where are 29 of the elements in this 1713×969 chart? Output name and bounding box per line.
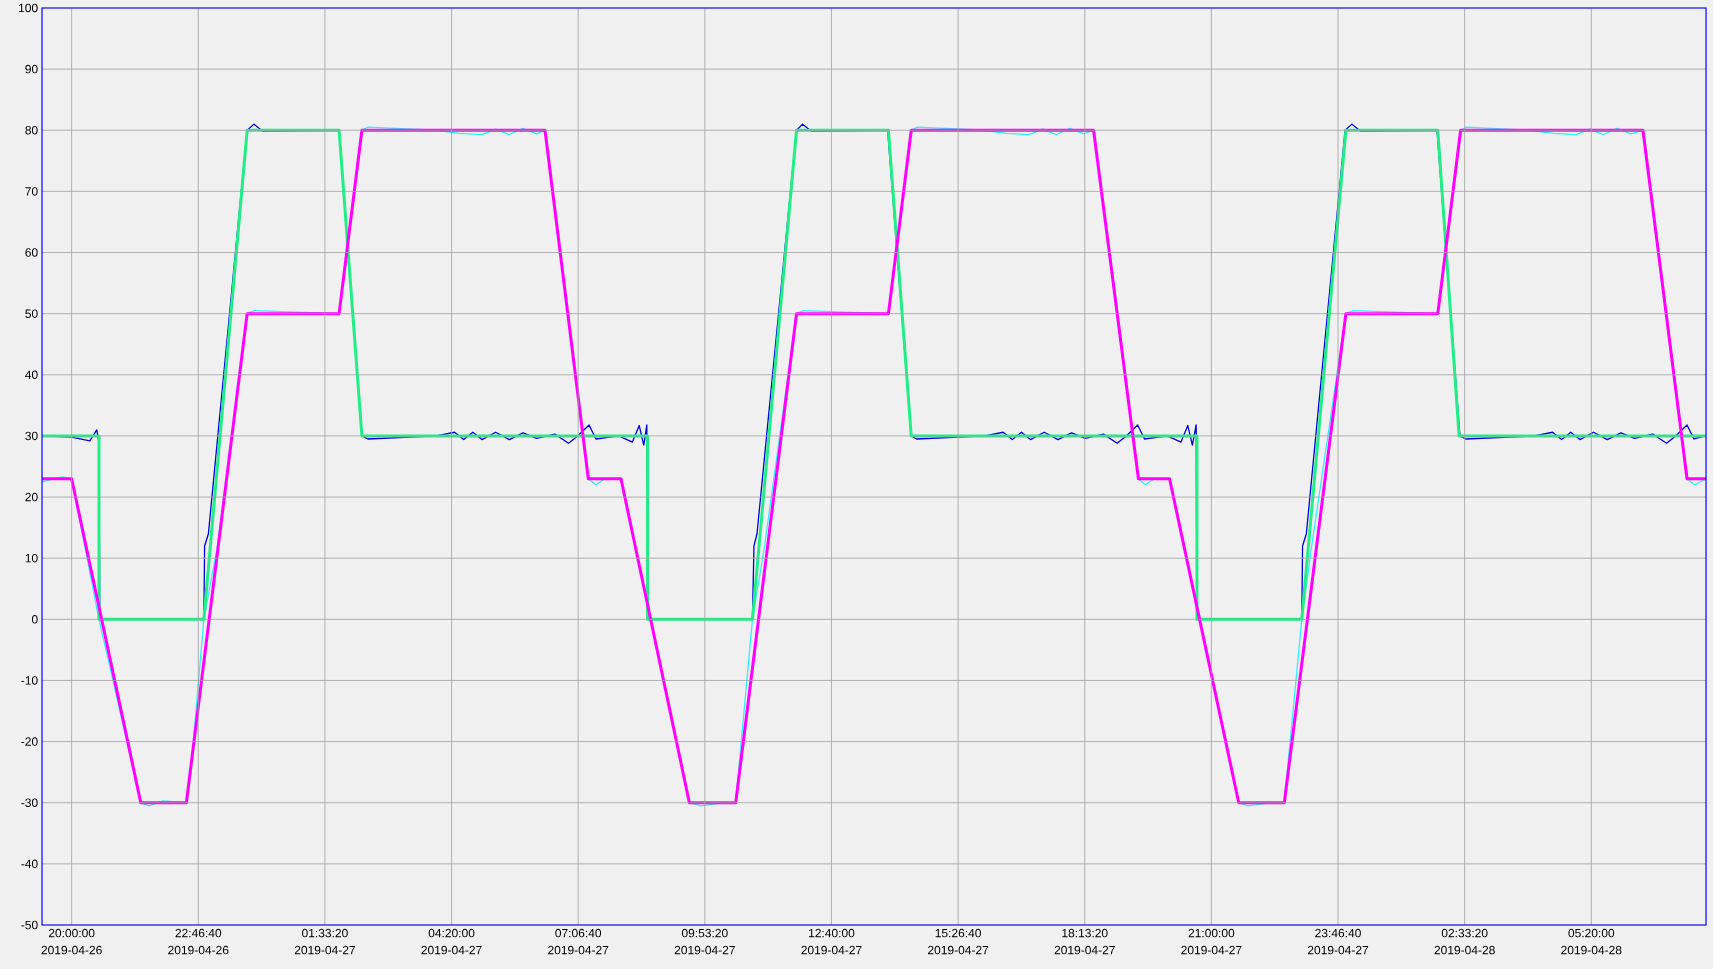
y-tick-label: 100: [19, 3, 38, 13]
x-tick-label: 23:46:40 2019-04-27: [1307, 928, 1369, 955]
y-tick-label: 10: [25, 553, 38, 563]
y-tick-label: 0: [31, 615, 38, 624]
x-tick-label: 15:26:40 2019-04-27: [928, 928, 989, 955]
y-tick-label: 30: [25, 431, 38, 441]
x-tick-label: 04:20:00 2019-04-27: [421, 928, 482, 955]
y-tick-label: 20: [25, 492, 38, 502]
y-tick-label: 60: [25, 248, 38, 257]
x-tick-label: 05:20:00 2019-04-28: [1561, 928, 1622, 955]
y-tick-label: -30: [21, 798, 38, 807]
y-tick-label: 40: [25, 370, 38, 380]
x-tick-label: 09:53:20 2019-04-27: [674, 928, 735, 955]
y-tick-label: 90: [25, 64, 38, 74]
x-tick-label: 18:13:20 2019-04-27: [1054, 928, 1115, 955]
x-tick-label: 20:00:00 2019-04-26: [41, 928, 102, 955]
y-tick-label: 70: [25, 187, 38, 196]
x-tick-label: 21:00:00 2019-04-27: [1181, 928, 1242, 955]
y-tick-label: -50: [21, 920, 38, 930]
y-tick-label: 80: [25, 126, 38, 135]
x-tick-label: 01:33:20 2019-04-27: [294, 928, 355, 955]
y-tick-label: 50: [25, 309, 38, 318]
y-tick-label: -20: [21, 737, 38, 746]
x-tick-label: 22:46:40 2019-04-26: [168, 928, 229, 955]
y-tick-label: -40: [21, 859, 38, 869]
x-tick-label: 07:06:40 2019-04-27: [548, 928, 609, 955]
x-tick-label: 02:33:20 2019-04-28: [1434, 928, 1495, 955]
y-tick-label: -10: [21, 676, 38, 685]
x-tick-label: 12:40:00 2019-04-27: [801, 928, 862, 955]
